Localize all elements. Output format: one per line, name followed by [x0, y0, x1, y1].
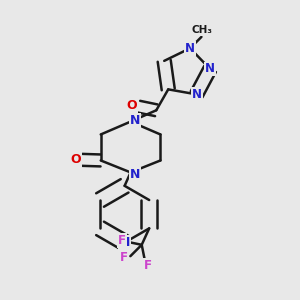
Text: N: N	[185, 42, 195, 55]
Text: F: F	[120, 251, 128, 264]
Text: O: O	[70, 153, 81, 166]
Text: N: N	[205, 62, 215, 76]
Text: F: F	[144, 259, 152, 272]
Text: O: O	[127, 99, 137, 112]
Text: F: F	[118, 234, 126, 247]
Text: N: N	[192, 88, 202, 101]
Text: CH₃: CH₃	[192, 25, 213, 35]
Text: N: N	[130, 168, 140, 181]
Text: N: N	[130, 114, 140, 127]
Text: N: N	[119, 236, 130, 249]
